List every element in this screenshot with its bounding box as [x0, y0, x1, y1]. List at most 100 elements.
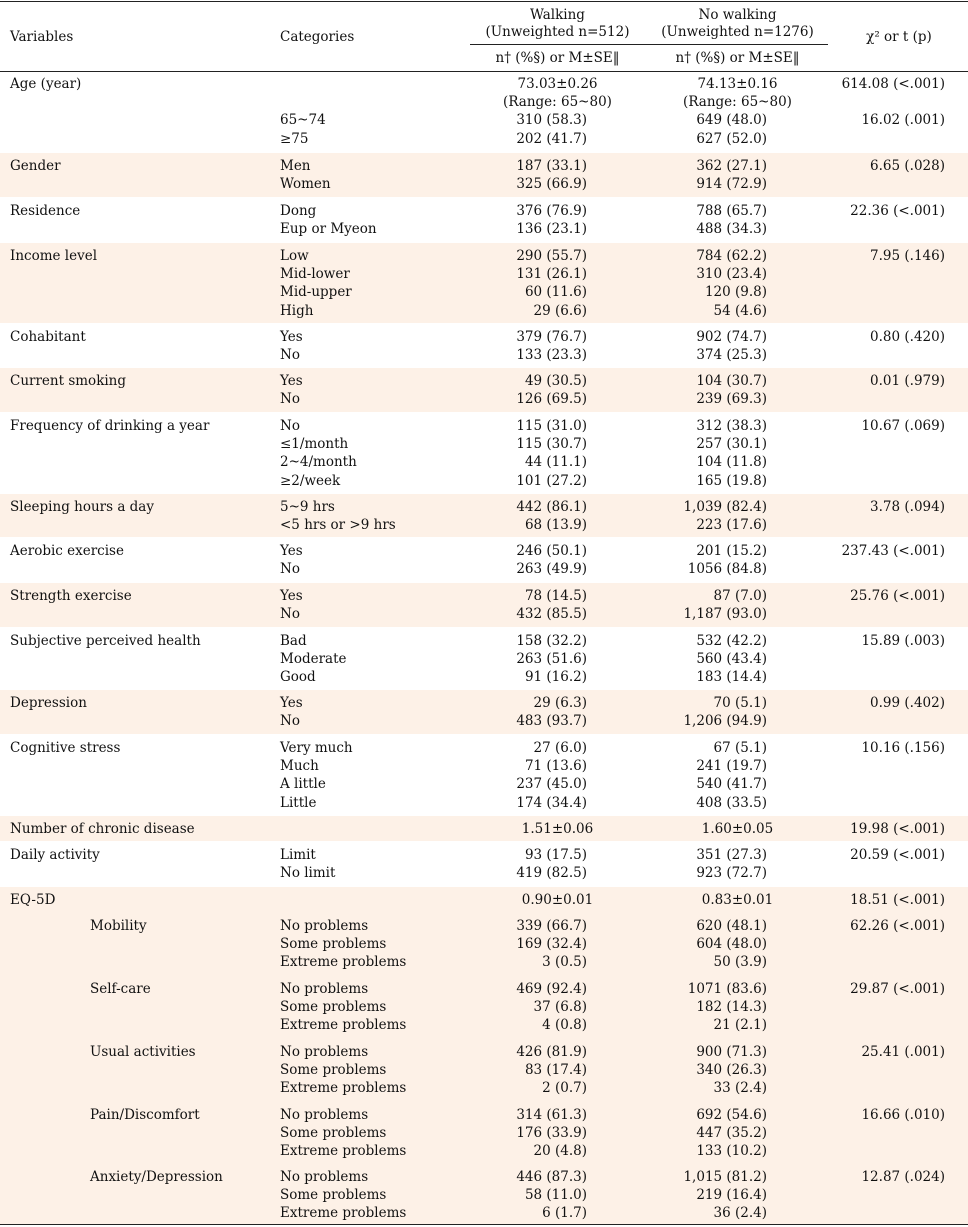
no-walking-value: 540 (41.7) [696, 776, 767, 793]
statistic-value: 22.36 (<.001) [850, 203, 945, 219]
walking-value: 58 (11.0) [524, 1187, 587, 1204]
no-walking-value: 1,187 (93.0) [683, 606, 767, 623]
statistic-value: 614.08 (<.001) [841, 76, 945, 92]
category-label: Some problems [280, 1062, 387, 1079]
variable-label: Cohabitant [10, 329, 86, 345]
no-walking-value: 351 (27.3) [696, 847, 767, 863]
statistic-value: 15.89 (.003) [861, 633, 945, 649]
statistic-value: 237.43 (<.001) [841, 543, 945, 559]
header-no-walking: No walking [698, 7, 777, 23]
category-label: 5~9 hrs [280, 499, 335, 515]
no-walking-value: 165 (19.8) [696, 472, 767, 489]
category-label: No problems [280, 1107, 369, 1123]
table-top-rule [0, 1, 968, 2]
category-label: Extreme problems [280, 954, 407, 971]
walking-value: 37 (6.8) [533, 999, 587, 1016]
walking-value: 290 (55.7) [516, 248, 587, 264]
walking-value: 136 (23.1) [516, 221, 587, 238]
walking-value: 376 (76.9) [516, 203, 587, 219]
no-walking-value: 36 (2.4) [713, 1205, 767, 1222]
statistic-value: 3.78 (.094) [870, 499, 945, 515]
no-walking-value: 374 (25.3) [696, 347, 767, 364]
no-walking-value: 620 (48.1) [696, 918, 767, 934]
no-walking-value: 923 (72.7) [696, 865, 767, 882]
header-walking-n: (Unweighted n=512) [485, 24, 630, 40]
walking-value: 237 (45.0) [516, 776, 587, 793]
category-label: No limit [280, 865, 336, 882]
header-variables: Variables [10, 29, 74, 45]
row-band [0, 690, 968, 734]
category-label: Yes [280, 373, 303, 389]
walking-value: 115 (30.7) [516, 436, 587, 453]
walking-value: 83 (17.4) [524, 1062, 587, 1079]
no-walking-value: 784 (62.2) [696, 248, 767, 264]
walking-value: 263 (51.6) [516, 651, 587, 668]
row-band [0, 243, 968, 323]
category-label: No [280, 347, 300, 364]
no-walking-value: 408 (33.5) [696, 794, 767, 811]
walking-value: 483 (93.7) [516, 713, 587, 730]
variable-label: Income level [10, 248, 98, 264]
walking-value: 310 (58.3) [516, 112, 587, 129]
row-band [0, 583, 968, 627]
no-walking-value: 560 (43.4) [696, 651, 767, 668]
category-label: Mid-upper [280, 284, 352, 301]
walking-value: 426 (81.9) [516, 1044, 587, 1060]
no-walking-value: 0.83±0.01 [701, 892, 774, 908]
no-walking-value: 649 (48.0) [696, 112, 767, 129]
row-band [0, 887, 968, 1224]
no-walking-value: 488 (34.3) [696, 221, 767, 238]
header-no-walking-n: (Unweighted n=1276) [661, 24, 814, 40]
walking-value: 91 (16.2) [524, 669, 587, 686]
category-label: A little [280, 776, 326, 793]
statistic-value: 18.51 (<.001) [850, 892, 945, 908]
category-label: Eup or Myeon [280, 221, 377, 238]
header-bottom-rule [0, 71, 968, 72]
variable-label: Age (year) [10, 76, 82, 92]
walking-value: 115 (31.0) [516, 418, 587, 434]
no-walking-value: (Range: 65~80) [683, 94, 792, 111]
category-label: Yes [280, 329, 303, 345]
category-label: ≤1/month [280, 436, 349, 453]
category-label: 2~4/month [280, 454, 357, 471]
walking-value: 314 (61.3) [516, 1107, 587, 1123]
no-walking-value: 223 (17.6) [696, 517, 767, 534]
statistic-value: 0.80 (.420) [870, 329, 945, 345]
statistic-value: 16.02 (.001) [861, 112, 945, 129]
walking-value: 432 (85.5) [516, 606, 587, 623]
statistic-value: 10.67 (.069) [861, 418, 945, 434]
walking-value: 20 (4.8) [533, 1143, 587, 1160]
walking-value: 44 (11.1) [524, 454, 587, 471]
category-label: Low [280, 248, 309, 264]
walking-value: 442 (86.1) [516, 499, 587, 515]
walking-value: 0.90±0.01 [521, 892, 594, 908]
no-walking-value: 902 (74.7) [696, 329, 767, 345]
walking-value: 71 (13.6) [524, 758, 587, 775]
walking-value: 60 (11.6) [524, 284, 587, 301]
no-walking-value: 900 (71.3) [696, 1044, 767, 1060]
category-label: Much [280, 758, 319, 775]
category-label: ≥2/week [280, 472, 341, 489]
walking-value: 246 (50.1) [516, 543, 587, 559]
walking-value: 169 (32.4) [516, 936, 587, 953]
category-label: <5 hrs or >9 hrs [280, 517, 396, 534]
category-label: Very much [280, 740, 353, 756]
no-walking-value: 604 (48.0) [696, 936, 767, 953]
no-walking-value: 257 (30.1) [696, 436, 767, 453]
header-walking-sub: n† (%§) or M±SE‖ [495, 50, 620, 66]
category-label: Some problems [280, 999, 387, 1016]
category-label: Some problems [280, 1125, 387, 1142]
variable-label: Daily activity [10, 847, 100, 863]
category-label: Mid-lower [280, 266, 350, 283]
variable-label: Aerobic exercise [10, 543, 124, 559]
no-walking-value: 54 (4.6) [713, 302, 767, 319]
walking-value: 29 (6.3) [533, 695, 587, 711]
walking-value: 6 (1.7) [542, 1205, 587, 1222]
walking-value: 446 (87.3) [516, 1169, 587, 1185]
no-walking-value: 1,039 (82.4) [683, 499, 767, 515]
walking-value: 131 (26.1) [516, 266, 587, 283]
statistic-value: 29.87 (<.001) [850, 981, 945, 997]
statistic-value: 7.95 (.146) [870, 248, 945, 264]
walking-value: (Range: 65~80) [503, 94, 612, 111]
category-label: No problems [280, 918, 369, 934]
